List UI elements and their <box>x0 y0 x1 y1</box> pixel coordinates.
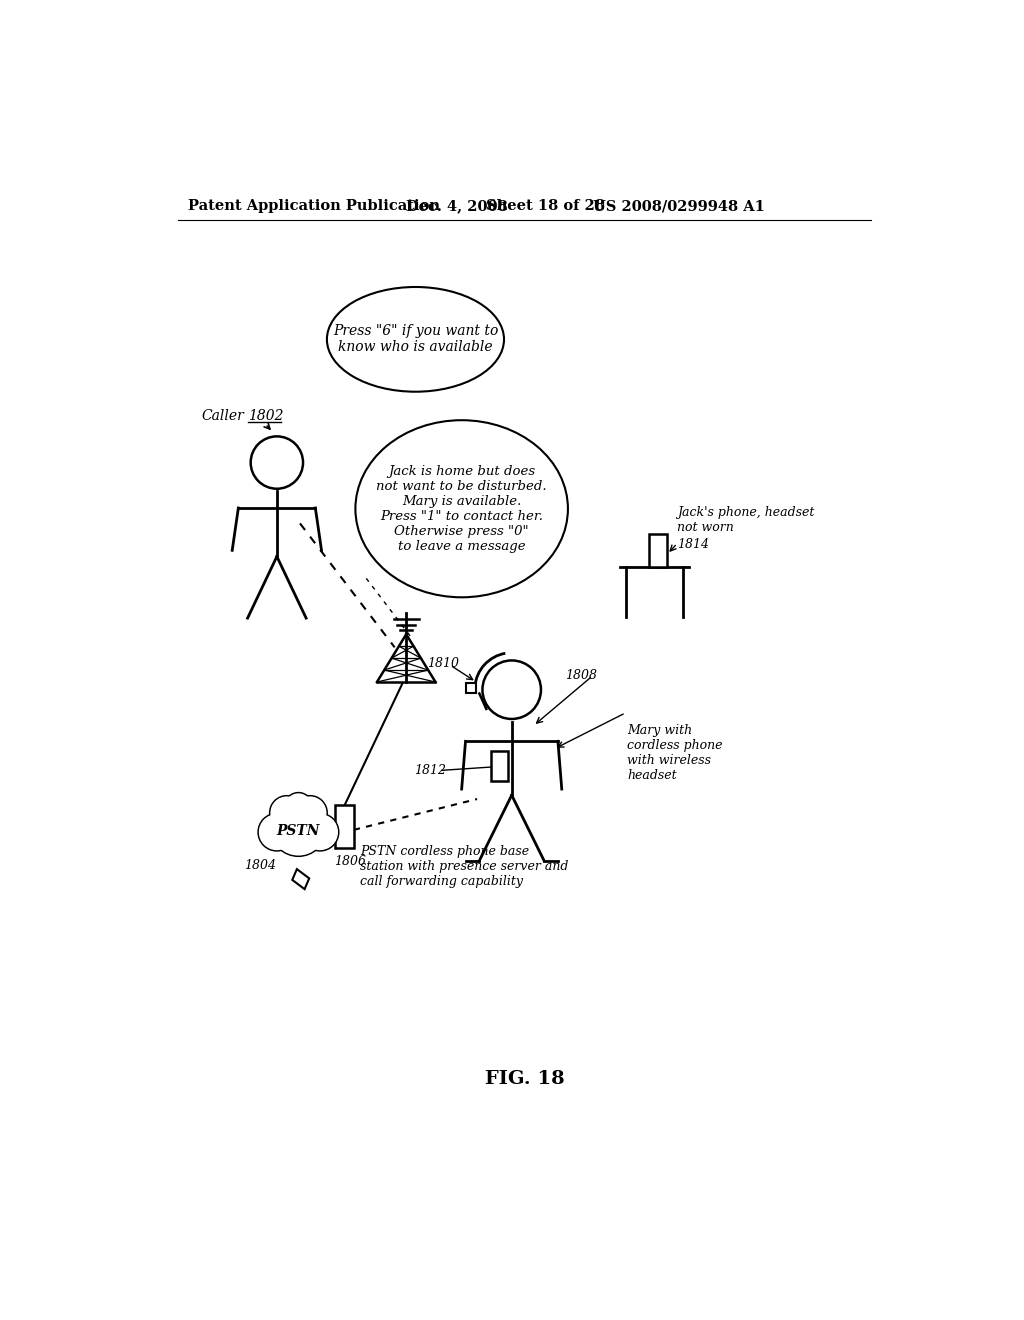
Text: Patent Application Publication: Patent Application Publication <box>188 199 440 213</box>
Text: 1808: 1808 <box>565 669 598 682</box>
Circle shape <box>259 814 294 850</box>
Text: 1810: 1810 <box>427 657 459 671</box>
Text: 1804: 1804 <box>245 859 276 871</box>
Circle shape <box>301 813 339 850</box>
Bar <box>466 682 476 693</box>
Circle shape <box>293 796 327 830</box>
Circle shape <box>303 814 337 850</box>
Text: PSTN: PSTN <box>276 824 321 838</box>
Text: 1814: 1814 <box>677 539 710 552</box>
Text: FIG. 18: FIG. 18 <box>485 1069 564 1088</box>
Text: Mary with
cordless phone
with wireless
headset: Mary with cordless phone with wireless h… <box>628 725 723 783</box>
Text: 1802: 1802 <box>248 409 283 424</box>
Circle shape <box>270 796 304 830</box>
Text: Jack's phone, headset
not worn: Jack's phone, headset not worn <box>677 507 815 535</box>
Text: 1812: 1812 <box>414 764 445 777</box>
Text: PSTN cordless phone base
station with presence server and
call forwarding capabi: PSTN cordless phone base station with pr… <box>360 845 568 888</box>
Ellipse shape <box>355 420 568 597</box>
Circle shape <box>258 813 295 850</box>
Circle shape <box>271 801 325 855</box>
Circle shape <box>286 795 311 820</box>
Text: Dec. 4, 2008: Dec. 4, 2008 <box>407 199 508 213</box>
Ellipse shape <box>327 286 504 392</box>
Text: Press "6" if you want to
know who is available: Press "6" if you want to know who is ava… <box>333 325 498 355</box>
Circle shape <box>251 437 303 488</box>
Circle shape <box>294 797 326 829</box>
Bar <box>336 805 354 847</box>
Text: 1806: 1806 <box>334 855 366 869</box>
Bar <box>649 535 668 566</box>
Text: Sheet 18 of 28: Sheet 18 of 28 <box>486 199 605 213</box>
Text: US 2008/0299948 A1: US 2008/0299948 A1 <box>593 199 765 213</box>
Bar <box>490 751 508 780</box>
Text: Caller: Caller <box>202 409 244 424</box>
Circle shape <box>270 800 326 857</box>
Text: Jack is home but does
not want to be disturbed.
Mary is available.
Press "1" to : Jack is home but does not want to be dis… <box>377 465 547 553</box>
Circle shape <box>285 793 312 821</box>
Circle shape <box>271 797 303 829</box>
Polygon shape <box>292 869 309 890</box>
Circle shape <box>482 660 541 719</box>
